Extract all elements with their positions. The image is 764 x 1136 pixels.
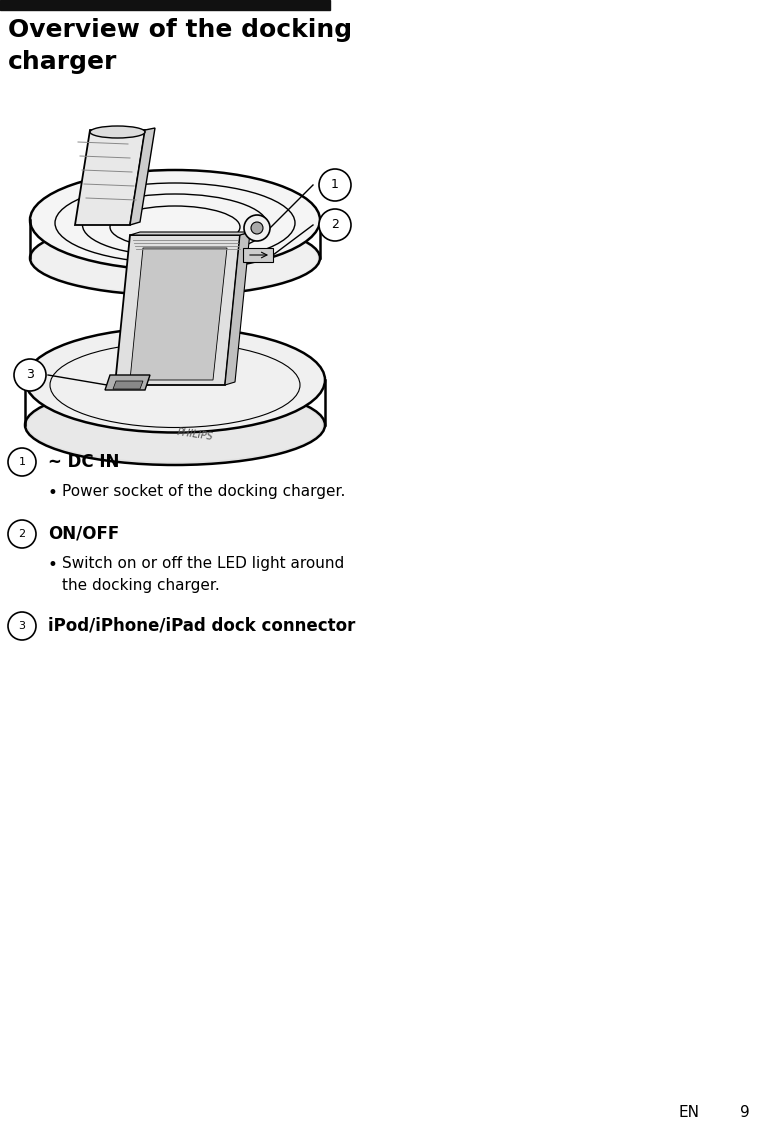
Text: Switch on or off the LED light around: Switch on or off the LED light around <box>62 556 345 571</box>
Text: ON/OFF: ON/OFF <box>48 525 119 543</box>
Text: 2: 2 <box>18 529 25 538</box>
Circle shape <box>319 169 351 201</box>
Polygon shape <box>105 375 150 390</box>
Text: 1: 1 <box>331 178 339 192</box>
Text: EN: EN <box>679 1105 700 1120</box>
Circle shape <box>319 209 351 241</box>
Text: •: • <box>48 556 58 574</box>
Ellipse shape <box>30 220 320 295</box>
Ellipse shape <box>28 389 322 462</box>
Ellipse shape <box>30 170 320 270</box>
Text: Power socket of the docking charger.: Power socket of the docking charger. <box>62 484 345 499</box>
Text: ~ DC IN: ~ DC IN <box>48 453 119 471</box>
Polygon shape <box>113 381 143 389</box>
Text: Overview of the docking: Overview of the docking <box>8 18 352 42</box>
Circle shape <box>8 520 36 548</box>
Polygon shape <box>130 232 250 235</box>
Ellipse shape <box>33 223 318 293</box>
Polygon shape <box>225 232 250 385</box>
Text: PHILIPS: PHILIPS <box>176 427 214 443</box>
Circle shape <box>14 359 46 391</box>
Polygon shape <box>115 235 240 385</box>
Ellipse shape <box>25 327 325 433</box>
Circle shape <box>8 612 36 640</box>
Bar <box>243 248 273 262</box>
Polygon shape <box>75 130 145 225</box>
Text: 9: 9 <box>740 1105 750 1120</box>
Text: •: • <box>48 484 58 502</box>
Circle shape <box>251 222 263 234</box>
Bar <box>0 0 330 10</box>
Text: 2: 2 <box>331 218 339 232</box>
Text: 3: 3 <box>18 621 25 630</box>
Ellipse shape <box>90 126 145 137</box>
Ellipse shape <box>25 385 325 465</box>
Text: 1: 1 <box>18 457 25 467</box>
Text: iPod/iPhone/iPad dock connector: iPod/iPhone/iPad dock connector <box>48 617 355 635</box>
Circle shape <box>244 215 270 241</box>
Text: the docking charger.: the docking charger. <box>62 578 220 593</box>
Text: 3: 3 <box>26 368 34 382</box>
Polygon shape <box>130 248 227 381</box>
Text: charger: charger <box>8 50 118 74</box>
Polygon shape <box>130 128 155 225</box>
Circle shape <box>8 448 36 476</box>
